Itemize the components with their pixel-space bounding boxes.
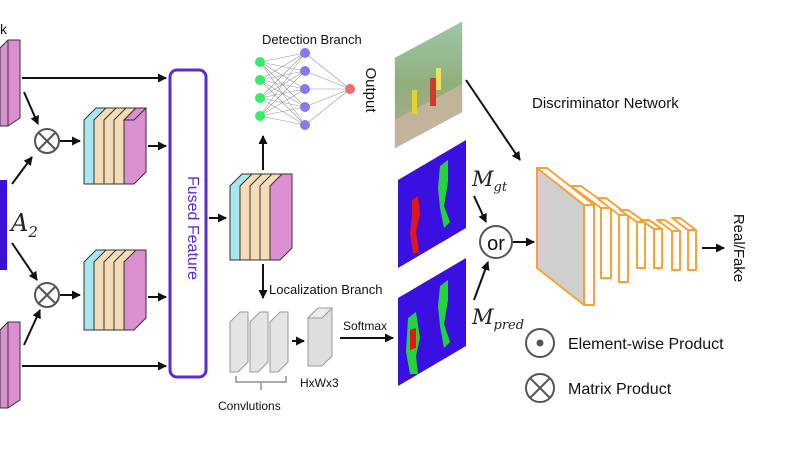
left-feature-stack-bottom [0, 321, 21, 409]
left-attention-bar [0, 180, 7, 270]
arrow-image-to-discriminator [465, 79, 521, 161]
hxwx3-block [306, 307, 334, 367]
detection-network [255, 48, 355, 130]
a2-label: A2 [9, 209, 38, 241]
arrow-gt-to-or [473, 195, 487, 223]
top-left-label-fragment: k [0, 21, 8, 37]
mask-ground-truth [398, 140, 466, 268]
fused-feature-box: Fused Feature [168, 68, 208, 379]
localization-branch-label: Localization Branch [269, 282, 382, 297]
svg-text:Element-wise Product: Element-wise Product [568, 336, 724, 353]
feature-stack-middle [229, 173, 293, 261]
matrix-product-icon [525, 373, 555, 403]
convolution-layers [229, 311, 289, 390]
left-arrows [11, 73, 167, 371]
arrow-pred-to-or [473, 261, 490, 301]
feature-stack-top [83, 107, 148, 185]
softmax-label: Softmax [343, 319, 387, 333]
matrix-product-op-top [34, 128, 60, 154]
matrix-product-op-bottom [34, 282, 60, 308]
left-feature-stack-top [0, 39, 21, 127]
hxwx3-label: HxWx3 [300, 376, 339, 390]
convolutions-label: Convlutions [218, 399, 281, 413]
legend-matrix: Matrix Product [525, 373, 672, 403]
m-gt-label: Mgt [471, 167, 508, 195]
real-fake-label: Real/Fake [730, 214, 747, 282]
m-pred-label: Mpred [471, 305, 524, 333]
input-image [394, 21, 463, 149]
detection-branch-label: Detection Branch [262, 32, 362, 47]
discriminator-layers [536, 167, 697, 306]
output-label: Output [362, 67, 379, 113]
svg-text:Matrix Product: Matrix Product [568, 381, 672, 398]
legend-elementwise: Element-wise Product [525, 328, 724, 358]
or-operator: or [479, 225, 513, 259]
discriminator-network-label: Discriminator Network [532, 95, 679, 112]
feature-stack-bottom [83, 249, 147, 331]
fused-feature-label: Fused Feature [184, 176, 201, 280]
mask-prediction [398, 258, 466, 386]
svg-text:or: or [487, 233, 505, 255]
